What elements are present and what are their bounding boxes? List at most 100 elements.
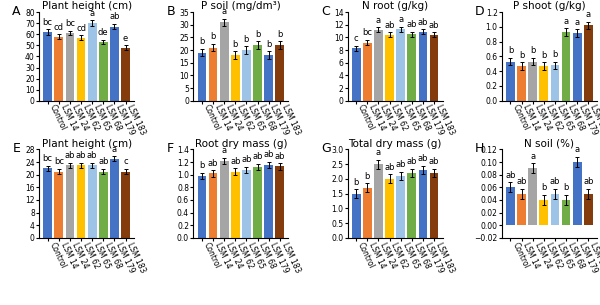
Bar <box>517 66 526 101</box>
Title: P shoot (g/kg): P shoot (g/kg) <box>513 2 586 11</box>
Text: ab: ab <box>407 157 417 166</box>
Text: ab: ab <box>109 12 119 21</box>
Text: b: b <box>353 178 359 187</box>
Bar <box>363 188 371 238</box>
Bar <box>99 171 107 238</box>
Bar <box>121 171 130 238</box>
Bar <box>430 173 439 238</box>
Bar <box>88 23 97 101</box>
Bar <box>551 65 559 101</box>
Text: ab: ab <box>253 152 263 161</box>
Bar <box>352 48 361 101</box>
Text: ab: ab <box>407 20 417 29</box>
Bar <box>275 45 284 101</box>
Bar <box>253 45 262 101</box>
Bar <box>110 27 119 101</box>
Bar <box>539 200 548 225</box>
Text: b: b <box>563 183 569 192</box>
Title: Total dry mass (g): Total dry mass (g) <box>349 138 442 149</box>
Text: E: E <box>13 142 20 155</box>
Bar <box>551 194 559 225</box>
Bar <box>209 174 217 238</box>
Bar <box>363 42 371 101</box>
Text: ab: ab <box>418 18 428 27</box>
Bar <box>562 200 571 225</box>
Bar <box>55 171 63 238</box>
Text: a: a <box>376 16 381 25</box>
Bar <box>43 32 52 101</box>
Text: a: a <box>221 146 227 155</box>
Text: ab: ab <box>241 156 251 164</box>
Text: F: F <box>167 142 174 155</box>
Text: b: b <box>199 37 205 46</box>
Text: ab: ab <box>418 154 428 163</box>
Text: ab: ab <box>263 150 274 160</box>
Text: C: C <box>321 5 329 18</box>
Text: ab: ab <box>98 157 109 166</box>
Bar <box>385 35 394 101</box>
Title: N root (g/kg): N root (g/kg) <box>362 2 428 11</box>
Bar <box>584 194 593 225</box>
Bar <box>374 164 383 238</box>
Text: ab: ab <box>87 151 97 160</box>
Bar <box>407 173 416 238</box>
Bar <box>231 171 239 238</box>
Bar <box>242 170 251 238</box>
Text: ab: ab <box>395 160 406 169</box>
Text: a: a <box>563 17 569 26</box>
Bar <box>562 32 571 101</box>
Bar <box>265 165 273 238</box>
Text: b: b <box>233 40 238 49</box>
Bar <box>55 37 63 101</box>
Text: b: b <box>199 161 205 170</box>
Bar <box>397 176 405 238</box>
Bar <box>374 30 383 101</box>
Text: G: G <box>321 142 331 155</box>
Bar <box>197 53 206 101</box>
Text: a: a <box>221 7 227 16</box>
Bar <box>43 168 52 238</box>
Bar <box>506 187 515 225</box>
Text: cd: cd <box>54 23 64 32</box>
Text: a: a <box>376 148 381 157</box>
Bar <box>539 66 548 101</box>
Text: c: c <box>354 34 358 43</box>
Bar <box>197 176 206 238</box>
Text: bc: bc <box>43 154 53 163</box>
Text: a: a <box>575 17 580 27</box>
Text: b: b <box>266 40 271 49</box>
Text: b: b <box>244 35 249 44</box>
Text: b: b <box>541 183 547 192</box>
Bar <box>220 161 229 238</box>
Bar <box>65 33 74 101</box>
Text: b: b <box>365 172 370 181</box>
Bar <box>573 33 581 101</box>
Text: a: a <box>575 145 580 154</box>
Bar <box>529 62 537 101</box>
Bar <box>397 29 405 101</box>
Title: Plant height (cm): Plant height (cm) <box>41 138 131 149</box>
Text: ab: ab <box>385 21 395 30</box>
Text: a: a <box>586 10 591 19</box>
Text: bc: bc <box>362 28 373 37</box>
Title: P soil (mg/dm³): P soil (mg/dm³) <box>201 2 281 11</box>
Text: c: c <box>123 157 128 166</box>
Text: A: A <box>13 5 21 18</box>
Text: ab: ab <box>230 157 241 166</box>
Text: cd: cd <box>76 24 86 33</box>
Text: bc: bc <box>43 18 53 27</box>
Bar <box>253 167 262 238</box>
Text: bc: bc <box>54 157 64 166</box>
Bar <box>407 34 416 101</box>
Title: Plant height (cm): Plant height (cm) <box>41 2 131 11</box>
Text: b: b <box>552 50 557 59</box>
Text: de: de <box>98 28 109 37</box>
Bar <box>352 194 361 238</box>
Text: ab: ab <box>208 159 218 168</box>
Text: ab: ab <box>517 177 527 186</box>
Text: H: H <box>475 142 484 155</box>
Bar <box>110 159 119 238</box>
Text: ab: ab <box>505 170 515 180</box>
Bar <box>242 50 251 101</box>
Text: ab: ab <box>429 157 439 166</box>
